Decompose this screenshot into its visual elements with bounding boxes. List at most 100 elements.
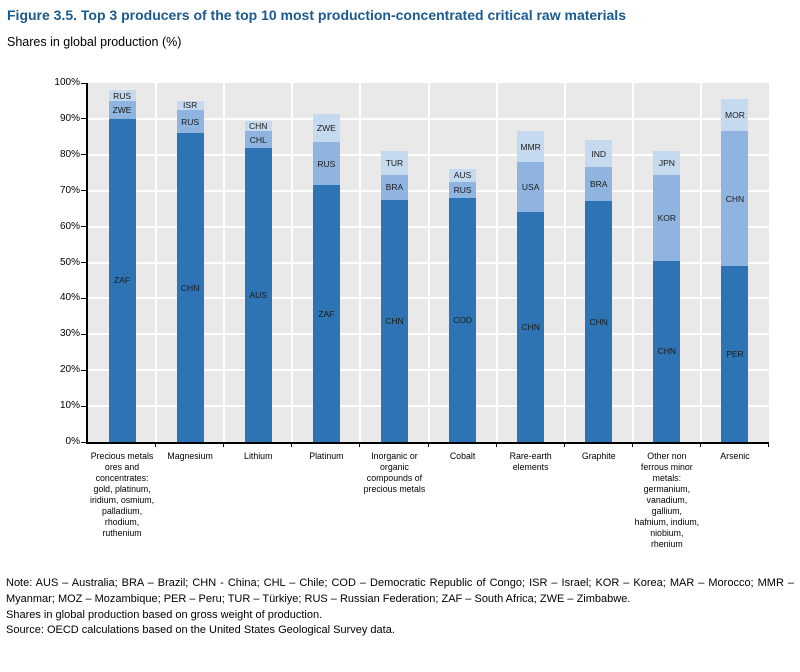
y-axis-tick — [81, 118, 86, 120]
bar-segment-label: CHN — [589, 316, 608, 327]
x-axis-tick — [359, 442, 361, 447]
bar-segment-label: AUS — [249, 289, 267, 300]
bar-segment: CHN — [653, 260, 681, 442]
bar-segment: RUS — [312, 142, 340, 186]
x-axis-tick — [768, 442, 769, 447]
x-axis-label: Cobalt — [449, 451, 476, 461]
y-axis-label: 80% — [59, 148, 80, 160]
bar-segment-label: USA — [521, 182, 540, 193]
bar-segment-label: CHN — [385, 315, 404, 326]
figure-footnotes: Note: AUS – Australia; BRA – Brazil; CHN… — [6, 576, 794, 639]
bar-segment-label: BRA — [590, 179, 608, 190]
bar-segment: RUS — [108, 90, 136, 101]
y-axis-tick — [81, 154, 86, 156]
x-axis-tick — [223, 442, 225, 447]
bar-segment-label: CHL — [249, 134, 267, 145]
x-axis-line — [86, 442, 769, 444]
bar-segment: CHN — [585, 201, 613, 442]
y-axis-tick — [81, 82, 86, 84]
x-axis-label: Other non ferrous minor metals: germaniu… — [634, 451, 700, 549]
x-axis-tick — [291, 442, 293, 447]
bar-segment: BRA — [380, 174, 408, 200]
y-axis-tick — [81, 262, 86, 263]
x-axis-label: Rare-earth elements — [509, 451, 552, 472]
bar-segment: KOR — [653, 174, 681, 261]
y-axis-tick — [81, 190, 86, 192]
x-axis-label: Inorganic or organic compounds of precio… — [363, 451, 426, 494]
bar-segment: CHN — [176, 133, 204, 442]
bar-segment-label: COD — [453, 314, 472, 325]
gridline-vertical — [223, 83, 226, 442]
bar-segment-label: JPN — [658, 157, 675, 168]
bar-segment-label: RUS — [113, 90, 132, 101]
bar-segment: CHN — [517, 212, 545, 442]
bar-segment: MMR — [517, 131, 545, 162]
bar-segment-label: CHN — [725, 193, 745, 204]
bar-segment: ZWE — [312, 113, 340, 143]
figure-title: Figure 3.5. Top 3 producers of the top 1… — [7, 7, 626, 23]
bar-segment-label: RUS — [181, 116, 200, 127]
bar-segment-label: CHN — [521, 322, 540, 333]
bar-segment: PER — [721, 266, 749, 442]
y-axis-label: 0% — [65, 436, 80, 447]
bar-segment: ZAF — [312, 185, 340, 442]
x-axis-tick — [563, 442, 565, 447]
bar-segment-label: PER — [726, 349, 744, 360]
y-axis-label: 60% — [59, 220, 80, 232]
bar-segment-label: BRA — [385, 182, 404, 193]
y-axis-label: 40% — [59, 292, 80, 304]
bar-segment-label: TUR — [385, 157, 404, 168]
bar-segment: CHL — [244, 131, 272, 148]
gridline-vertical — [155, 83, 158, 442]
bar-segment: CHN — [244, 120, 272, 132]
gridline-vertical — [291, 83, 294, 442]
x-axis-label: Precious metals ores and concentrates: g… — [90, 451, 155, 538]
y-axis-tick — [81, 297, 86, 299]
x-axis-tick — [427, 442, 429, 447]
x-axis-tick — [155, 442, 157, 447]
method-note: Shares in global production based on gro… — [6, 608, 323, 621]
bar-segment-label: RUS — [453, 184, 472, 195]
y-axis-line — [86, 83, 88, 444]
bar-segment-label: CHN — [657, 346, 677, 357]
y-axis-label: 20% — [59, 364, 80, 376]
x-axis-tick — [495, 442, 497, 447]
gridline-vertical — [427, 83, 430, 442]
x-axis-tick — [631, 442, 633, 447]
gridline-vertical — [359, 83, 362, 442]
bar-segment: CHN — [380, 199, 408, 442]
source-note: Source: OECD calculations based on the U… — [6, 624, 395, 637]
gridline-vertical — [563, 83, 566, 442]
bar-segment-label: ZAF — [318, 308, 335, 319]
bar-segment: ZWE — [108, 100, 136, 119]
bar-segment: IND — [585, 140, 613, 168]
stacked-bar-chart: 0% 10% 20% 30% 40% 50% 60% 70% 80% 90% 100% ZAF ZWE R… — [54, 77, 769, 549]
y-axis-tick — [81, 333, 86, 335]
bar-segment: MOR — [721, 99, 749, 132]
bar-segment: BRA — [585, 167, 613, 202]
y-axis-label: 90% — [59, 112, 80, 124]
country-code-note: Note: AUS – Australia; BRA – Brazil; CHN… — [6, 577, 794, 605]
bar-segment-label: KOR — [657, 212, 677, 223]
y-axis-tick — [81, 226, 86, 228]
bar-segment-label: ISR — [183, 100, 198, 111]
bar-segment-label: IND — [591, 148, 607, 159]
figure-subtitle: Shares in global production (%) — [7, 35, 182, 49]
x-axis-label: Lithium — [244, 451, 273, 461]
bar-segment: AUS — [244, 147, 272, 442]
bar-segment: TUR — [380, 151, 408, 175]
bar-segment: CHN — [721, 131, 749, 267]
bar-segment-label: ZWE — [316, 122, 336, 133]
y-axis-label: 70% — [59, 184, 80, 196]
bar-segment-label: ZAF — [114, 275, 131, 286]
bar-segment: ZAF — [108, 118, 136, 442]
y-axis-label: 10% — [59, 400, 80, 412]
bar-segment: USA — [517, 161, 545, 213]
bar-segment: COD — [449, 197, 477, 442]
x-axis-label: Platinum — [309, 451, 344, 461]
bar-segment: RUS — [449, 181, 477, 198]
y-axis-tick — [81, 405, 86, 407]
x-axis-label: Arsenic — [720, 451, 750, 461]
bar-segment: AUS — [449, 169, 477, 182]
